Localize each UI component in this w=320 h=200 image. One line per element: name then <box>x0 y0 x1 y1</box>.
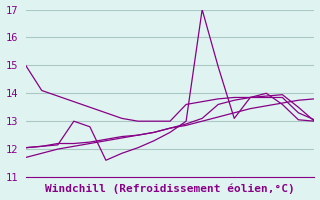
X-axis label: Windchill (Refroidissement éolien,°C): Windchill (Refroidissement éolien,°C) <box>45 184 295 194</box>
